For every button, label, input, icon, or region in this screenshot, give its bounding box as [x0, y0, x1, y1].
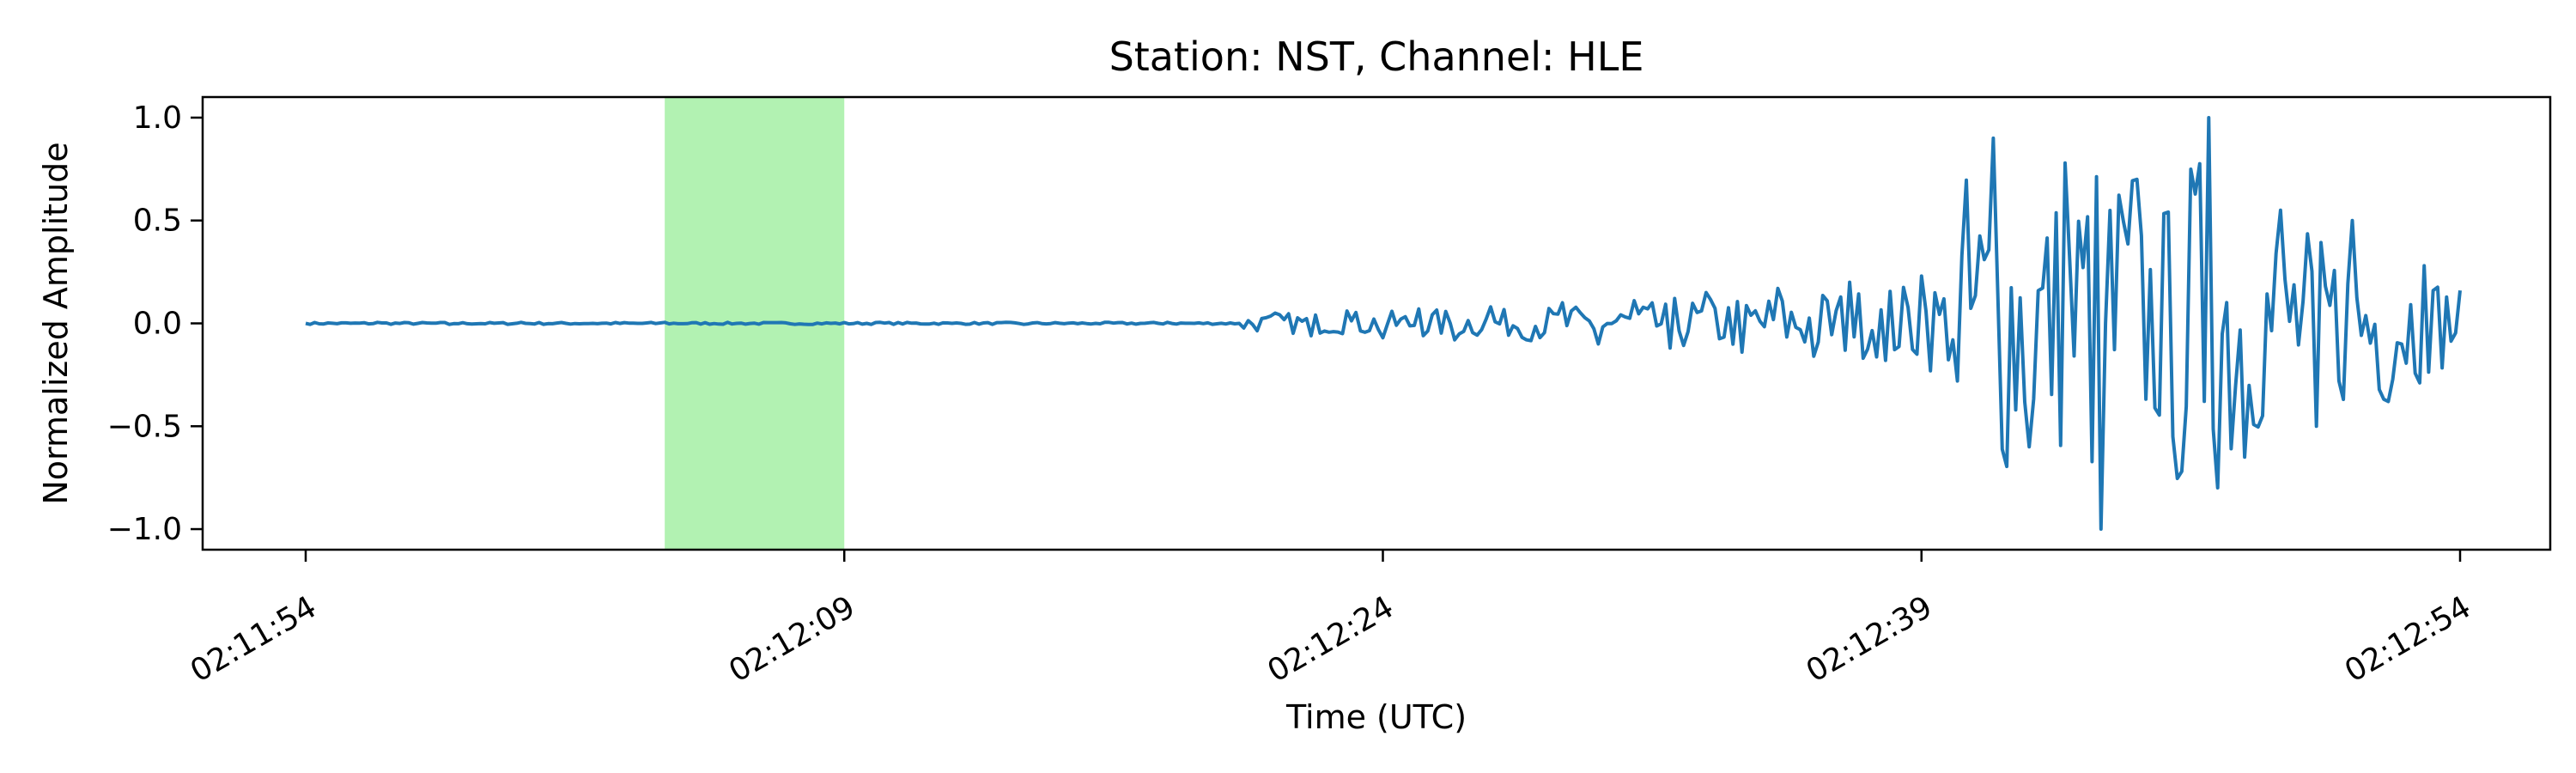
x-tick-label: 02:11:54 [185, 589, 323, 689]
x-axis-ticks: 02:11:54 02:12:09 02:12:24 02:12:39 02:12:54 [185, 550, 2477, 690]
series-group [305, 116, 2462, 531]
x-tick-label: 02:12:24 [1261, 589, 1400, 689]
y-axis-label: Normalized Amplitude [37, 142, 75, 504]
x-axis-label: Time (UTC) [1285, 698, 1467, 736]
y-tick-label: 0.5 [133, 204, 182, 239]
x-tick-label: 02:12:39 [1801, 589, 1939, 689]
y-tick-label: 0.0 [133, 307, 182, 342]
chart-title: Station: NST, Channel: HLE [1109, 33, 1644, 80]
y-tick-label: −1.0 [107, 512, 182, 547]
x-tick-label: 02:12:54 [2339, 589, 2477, 689]
x-tick-label: 02:12:09 [723, 589, 861, 689]
y-tick-label: 1.0 [133, 100, 182, 136]
y-axis-ticks: 1.0 0.5 0.0 −0.5 −1.0 [107, 100, 203, 547]
series-line [305, 116, 2462, 531]
y-tick-label: −0.5 [107, 409, 182, 444]
